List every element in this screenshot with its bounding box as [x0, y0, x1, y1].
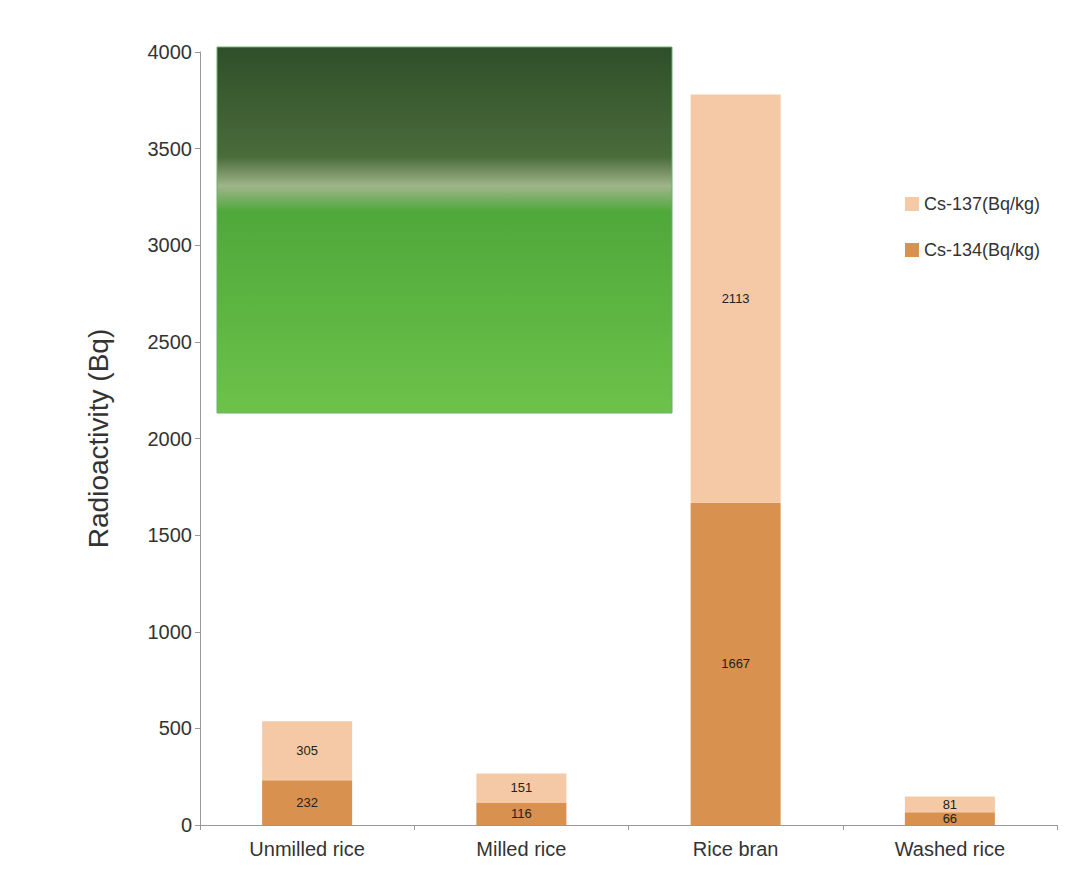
- svg-text:0: 0: [181, 814, 192, 836]
- svg-text:3000: 3000: [148, 234, 193, 256]
- svg-text:81: 81: [943, 797, 957, 812]
- svg-text:2113: 2113: [722, 291, 750, 306]
- svg-text:1000: 1000: [148, 621, 193, 643]
- svg-text:Cs-134(Bq/kg): Cs-134(Bq/kg): [924, 240, 1040, 260]
- svg-text:Unmilled rice: Unmilled rice: [249, 838, 365, 860]
- svg-text:Milled rice: Milled rice: [476, 838, 566, 860]
- svg-text:2000: 2000: [148, 428, 193, 450]
- svg-text:4000: 4000: [148, 41, 193, 63]
- svg-text:Rice bran: Rice bran: [693, 838, 779, 860]
- svg-text:66: 66: [943, 811, 957, 826]
- svg-text:Radioactivity (Bq): Radioactivity (Bq): [83, 329, 114, 548]
- svg-text:2500: 2500: [148, 331, 193, 353]
- svg-text:Washed rice: Washed rice: [895, 838, 1005, 860]
- svg-text:1667: 1667: [721, 656, 750, 671]
- svg-text:Cs-137(Bq/kg): Cs-137(Bq/kg): [924, 194, 1040, 214]
- svg-text:1500: 1500: [148, 524, 193, 546]
- svg-text:305: 305: [296, 743, 318, 758]
- svg-text:3500: 3500: [148, 138, 193, 160]
- svg-text:500: 500: [159, 717, 192, 739]
- svg-text:151: 151: [511, 780, 533, 795]
- svg-text:116: 116: [511, 806, 532, 821]
- svg-text:232: 232: [296, 795, 318, 810]
